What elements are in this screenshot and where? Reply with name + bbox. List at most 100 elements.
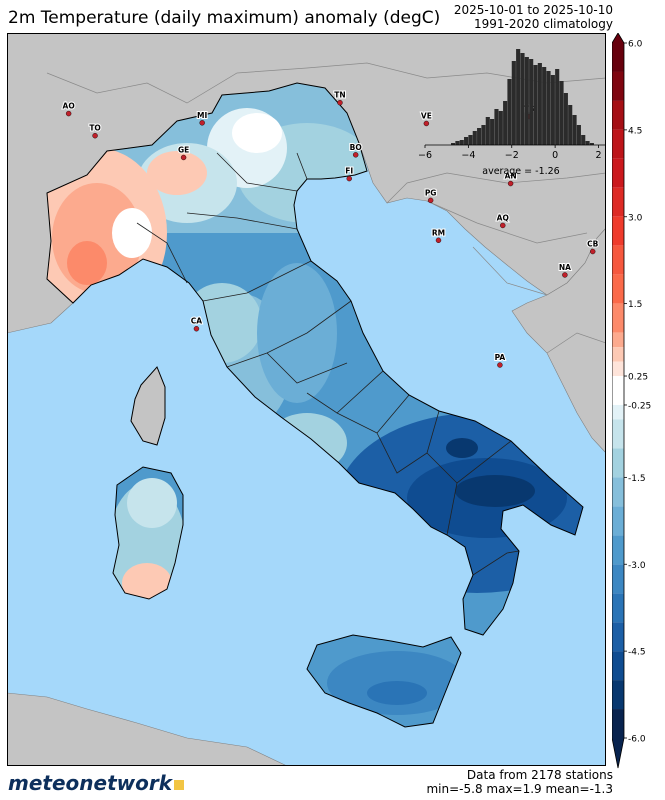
city-label: AO	[63, 102, 75, 111]
city-marker-dot	[199, 120, 205, 126]
city-label: NA	[559, 263, 571, 272]
city-pg: PG	[424, 187, 437, 204]
station-count: Data from 2178 stations	[466, 768, 613, 782]
histogram-bar	[455, 141, 460, 145]
colorbar-tick-label: -4.5	[628, 648, 646, 658]
histogram-bar	[520, 53, 525, 145]
map-frame	[7, 33, 606, 766]
city-marker-dot	[500, 222, 506, 229]
city-label: PA	[495, 353, 506, 362]
brand-square-icon	[174, 780, 185, 790]
colorbar-band	[612, 158, 624, 188]
inset-histogram: −6 −4 −2 0 2 average = -1.26	[418, 49, 605, 177]
histogram-bar	[537, 63, 542, 145]
colorbar-tick-label: -1.5	[628, 474, 646, 484]
city-marker-dot	[337, 99, 343, 106]
histogram-tick-label: 2	[595, 150, 601, 161]
colorbar-tick-label: -0.25	[628, 401, 651, 411]
foreign-land	[7, 33, 606, 766]
histogram-bar	[542, 67, 547, 145]
city-na: NA	[558, 262, 572, 278]
city-rm: RM	[431, 227, 446, 244]
footer-block: Data from 2178 stations min=-5.8 max=1.9…	[426, 768, 613, 796]
histogram-bar	[585, 141, 590, 145]
city-label: TN	[334, 91, 345, 100]
histogram-bar	[498, 111, 503, 145]
city-fi: FI	[344, 166, 354, 182]
histogram-bar	[550, 75, 555, 145]
brand-logo: meteonetwork	[8, 771, 185, 795]
city-mi: MI	[196, 110, 208, 126]
histogram-bar	[516, 49, 521, 145]
city-label: RM	[432, 228, 445, 237]
histogram-bar	[524, 57, 529, 145]
colorbar-tick-label: 4.5	[628, 126, 642, 136]
histogram-bar	[468, 135, 473, 145]
city-marker-dot	[507, 180, 514, 187]
colorbar-tick-label: 3.0	[628, 213, 643, 223]
colorbar-band	[612, 535, 624, 565]
colorbar-band	[612, 303, 624, 333]
city-ge: GE	[177, 144, 190, 161]
histogram-bar	[576, 125, 581, 145]
colorbar-bands	[612, 33, 625, 769]
city-marker-dot	[346, 175, 352, 182]
colorbar-ticks: 6.0 4.5 3.0 1.5 0.25 -0.25 -1.5 -3.0 -4.5 -6.0	[624, 40, 651, 745]
colorbar-tick-label: -6.0	[628, 735, 646, 745]
city-pa: PA	[494, 352, 506, 368]
city-label: MI	[197, 111, 207, 120]
colorbar-top-arrow	[612, 33, 624, 43]
colorbar: 6.0 4.5 3.0 1.5 0.25 -0.25 -1.5 -3.0 -4.5 -6.0	[612, 33, 651, 769]
city-to: TO	[88, 123, 102, 139]
city-ao: AO	[62, 101, 76, 117]
city-label: VE	[421, 111, 432, 120]
colorbar-bottom-arrow	[612, 738, 624, 768]
colorbar-band	[612, 274, 624, 304]
city-label: BO	[350, 143, 362, 152]
histogram-ticks: −6 −4 −2 0 2	[418, 145, 602, 161]
africa	[7, 692, 288, 766]
histogram-bar	[589, 143, 594, 145]
colorbar-band	[612, 477, 624, 507]
colorbar-band	[612, 100, 624, 130]
brand-name: meteonetwork	[8, 771, 173, 795]
city-marker-dot	[352, 152, 359, 158]
histogram-bar	[568, 105, 573, 145]
city-ca: CA	[190, 316, 203, 332]
period-block: 2025-10-01 to 2025-10-10 1991-2020 clima…	[454, 3, 613, 31]
histogram-bar	[511, 61, 516, 145]
city-label: CA	[191, 317, 203, 326]
histogram-tick-label: 0	[552, 150, 558, 161]
city-an: AN	[504, 171, 518, 187]
histogram-bar	[451, 143, 456, 145]
anomaly-map: AOTOMITNVETSGEBOFIANPGAQRMCBBANAPZCACZPA…	[7, 33, 606, 766]
summary-stats: min=-5.8 max=1.9 mean=-1.3	[426, 782, 613, 796]
histogram-bar	[485, 117, 490, 145]
histogram-bar	[563, 93, 568, 145]
country-borders	[46, 62, 606, 354]
colorbar-band	[612, 593, 624, 623]
city-label: FI	[345, 167, 353, 176]
city-markers: AOTOMITNVETSGEBOFIANPGAQRMCBBANAPZCACZPA	[62, 90, 600, 368]
balkans-coast	[511, 227, 606, 454]
colorbar-band	[612, 347, 624, 362]
colorbar-band	[612, 129, 624, 159]
city-bo: BO	[349, 142, 363, 158]
period-range: 2025-10-01 to 2025-10-10	[453, 3, 613, 17]
histogram-bar	[507, 79, 512, 145]
colorbar-band	[612, 622, 624, 652]
city-label: AQ	[497, 213, 509, 222]
histogram-bar	[503, 101, 508, 145]
city-marker-dot	[497, 362, 503, 368]
colorbar-band	[612, 448, 624, 478]
histogram-bar	[529, 59, 534, 145]
city-marker-dot	[427, 197, 434, 204]
city-label: AN	[505, 172, 517, 181]
histogram-bar	[533, 65, 538, 145]
histogram-bar	[459, 140, 464, 145]
city-label: GE	[178, 145, 189, 154]
colorbar-band	[612, 71, 624, 101]
city-marker-dot	[590, 248, 596, 255]
histogram-bars	[451, 49, 594, 145]
city-label: TO	[89, 124, 101, 133]
